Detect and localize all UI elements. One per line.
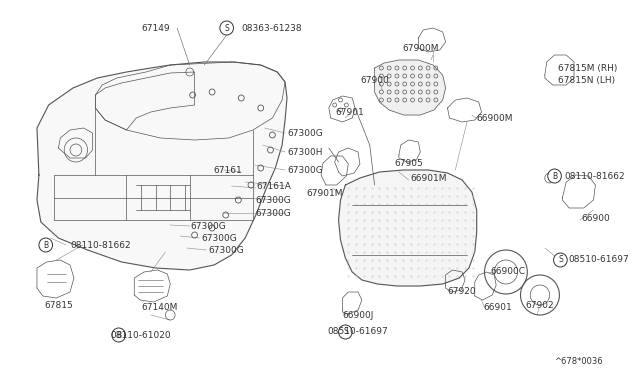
- Circle shape: [112, 328, 125, 342]
- Text: 66900C: 66900C: [490, 267, 525, 276]
- Text: 66900M: 66900M: [477, 113, 513, 122]
- Text: 67300H: 67300H: [287, 148, 323, 157]
- Circle shape: [548, 169, 561, 183]
- Text: 67300G: 67300G: [255, 208, 291, 218]
- Text: S: S: [224, 23, 229, 32]
- Text: 67901: 67901: [336, 108, 365, 116]
- Text: ^678*0036: ^678*0036: [555, 357, 603, 366]
- Text: 08110-81662: 08110-81662: [70, 241, 131, 250]
- Text: 67815: 67815: [44, 301, 73, 310]
- Circle shape: [339, 325, 352, 339]
- Text: 67901M: 67901M: [306, 189, 342, 198]
- Text: 67300G: 67300G: [287, 128, 323, 138]
- Text: 08110-61020: 08110-61020: [111, 330, 172, 340]
- Text: 67161A: 67161A: [257, 182, 292, 190]
- Text: 67300G: 67300G: [191, 221, 227, 231]
- Text: 67900: 67900: [360, 76, 389, 84]
- Text: 67902: 67902: [525, 301, 554, 311]
- Text: 67149: 67149: [141, 23, 170, 32]
- Polygon shape: [339, 170, 477, 286]
- Polygon shape: [37, 62, 287, 270]
- Circle shape: [554, 253, 567, 267]
- Text: 67161: 67161: [214, 166, 243, 174]
- Text: 66900J: 66900J: [342, 311, 374, 320]
- Text: 08510-61697: 08510-61697: [568, 256, 629, 264]
- Text: 67300G: 67300G: [255, 196, 291, 205]
- Text: 67300G: 67300G: [287, 166, 323, 174]
- Text: 67905: 67905: [394, 158, 423, 167]
- Circle shape: [220, 21, 234, 35]
- Text: 67920: 67920: [447, 286, 476, 295]
- Text: 67815N (LH): 67815N (LH): [559, 76, 616, 84]
- Text: 08363-61238: 08363-61238: [241, 23, 302, 32]
- Text: 67300G: 67300G: [208, 246, 244, 254]
- Text: S: S: [558, 256, 563, 264]
- Text: 67815M (RH): 67815M (RH): [559, 64, 618, 73]
- Text: 08510-61697: 08510-61697: [328, 327, 388, 337]
- Text: 66901M: 66901M: [410, 173, 447, 183]
- Text: B: B: [552, 171, 557, 180]
- Text: 66901: 66901: [484, 304, 512, 312]
- Text: S: S: [343, 327, 348, 337]
- Text: 66900: 66900: [582, 214, 611, 222]
- Text: 67300G: 67300G: [202, 234, 237, 243]
- Text: 67140M: 67140M: [141, 304, 177, 312]
- Circle shape: [39, 238, 52, 252]
- Text: B: B: [116, 330, 121, 340]
- Text: 08110-81662: 08110-81662: [564, 171, 625, 180]
- Text: 67900M: 67900M: [402, 44, 438, 52]
- Text: B: B: [43, 241, 48, 250]
- Polygon shape: [374, 60, 445, 115]
